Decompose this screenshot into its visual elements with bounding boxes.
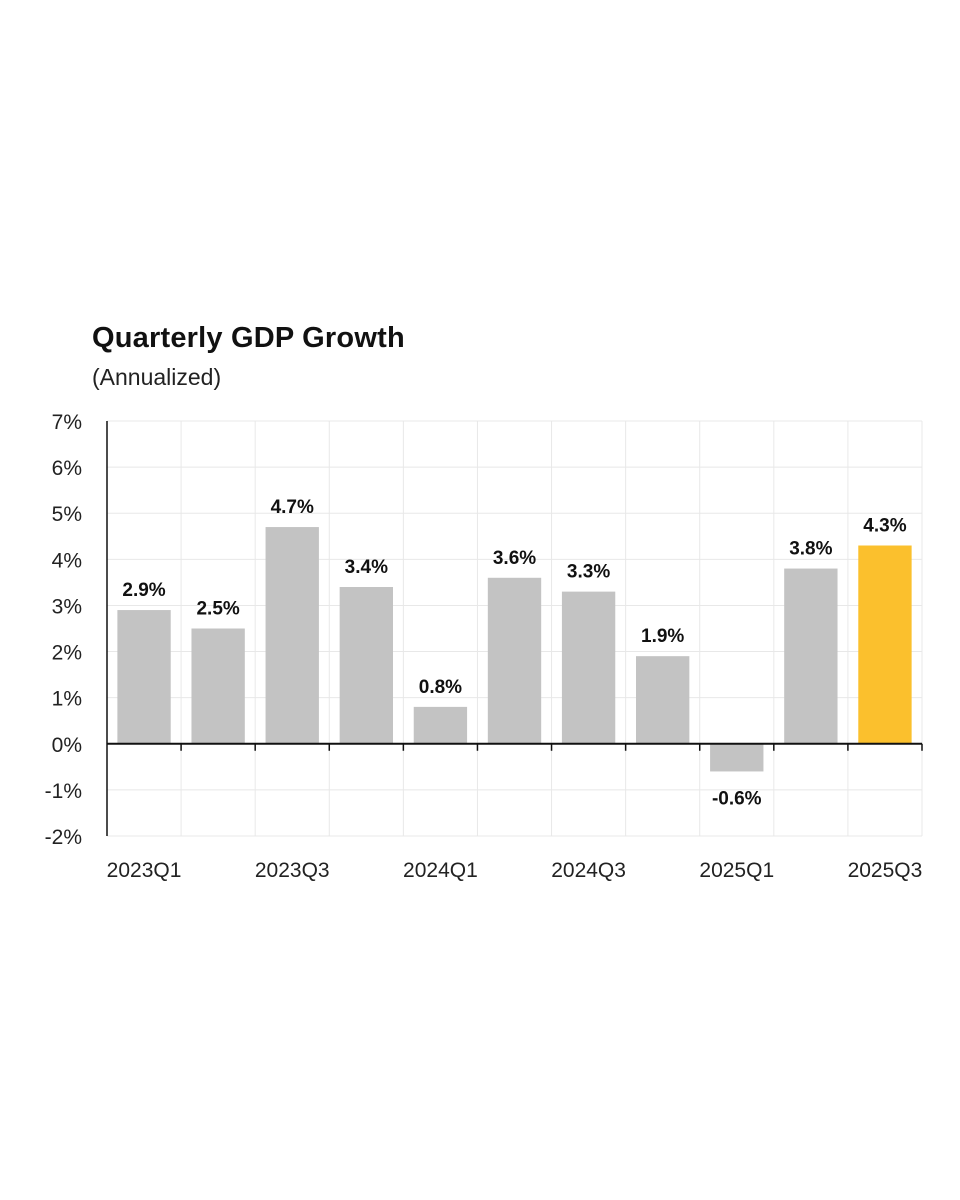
data-label-2023q2: 2.5% <box>196 599 239 620</box>
x-tick-label: 2023Q3 <box>255 859 330 882</box>
data-label-2025q3: 4.3% <box>863 516 906 537</box>
bar-2024q2 <box>487 577 542 744</box>
x-tick-label: 2025Q1 <box>699 859 774 882</box>
y-axis-tick-labels: 7% 6% 5% 4% 3% 2% 1% 0% -1% -2% <box>45 411 82 849</box>
y-tick-label: 7% <box>52 411 82 434</box>
y-tick-label: 5% <box>52 503 82 526</box>
data-label-2024q3: 3.3% <box>567 562 610 583</box>
bar-2023q3 <box>265 527 319 744</box>
bar-2025q2 <box>784 568 838 744</box>
y-tick-label: 1% <box>52 688 82 711</box>
data-label-2024q1: 0.8% <box>419 677 462 698</box>
data-label-2023q3: 4.7% <box>271 497 314 518</box>
bars <box>117 527 912 772</box>
data-label-2024q4: 1.9% <box>641 626 684 647</box>
chart-subtitle: (Annualized) <box>92 364 222 390</box>
bar-2024q3 <box>561 591 616 744</box>
bar-2023q1 <box>117 610 171 744</box>
bar-2023q2 <box>191 628 245 744</box>
y-tick-label: -2% <box>45 826 82 849</box>
data-label-2023q1: 2.9% <box>122 580 165 601</box>
y-tick-label: 3% <box>52 595 82 618</box>
bar-2024q4 <box>636 656 690 744</box>
axes <box>106 421 923 836</box>
x-axis-tick-labels: 2023Q1 2023Q3 2024Q1 2024Q3 2025Q1 2025Q3 <box>107 859 923 882</box>
data-label-2023q4: 3.4% <box>345 557 388 578</box>
x-tick-label: 2023Q1 <box>107 859 182 882</box>
bar-2025q3 <box>858 545 912 744</box>
chart-title: Quarterly GDP Growth <box>92 322 405 354</box>
y-tick-label: 2% <box>52 642 82 665</box>
data-label-2025q1: -0.6% <box>712 788 762 809</box>
bar-2024q1 <box>413 706 468 744</box>
y-tick-label: 4% <box>52 549 82 572</box>
x-tick-label: 2024Q3 <box>551 859 626 882</box>
data-label-2024q2: 3.6% <box>493 548 536 569</box>
x-tick-label: 2025Q3 <box>848 859 923 882</box>
y-tick-label: -1% <box>45 780 82 803</box>
y-tick-label: 6% <box>52 457 82 480</box>
data-labels: 2.9% 2.5% 4.7% 3.4% 0.8% 3.6% 3.3% 1.9% -0.6% 3.8… <box>122 497 906 809</box>
bar-2025q1 <box>710 743 764 772</box>
x-tick-label: 2024Q1 <box>403 859 478 882</box>
data-label-2025q2: 3.8% <box>789 539 832 560</box>
y-tick-label: 0% <box>52 734 82 757</box>
bar-2023q4 <box>339 587 393 744</box>
